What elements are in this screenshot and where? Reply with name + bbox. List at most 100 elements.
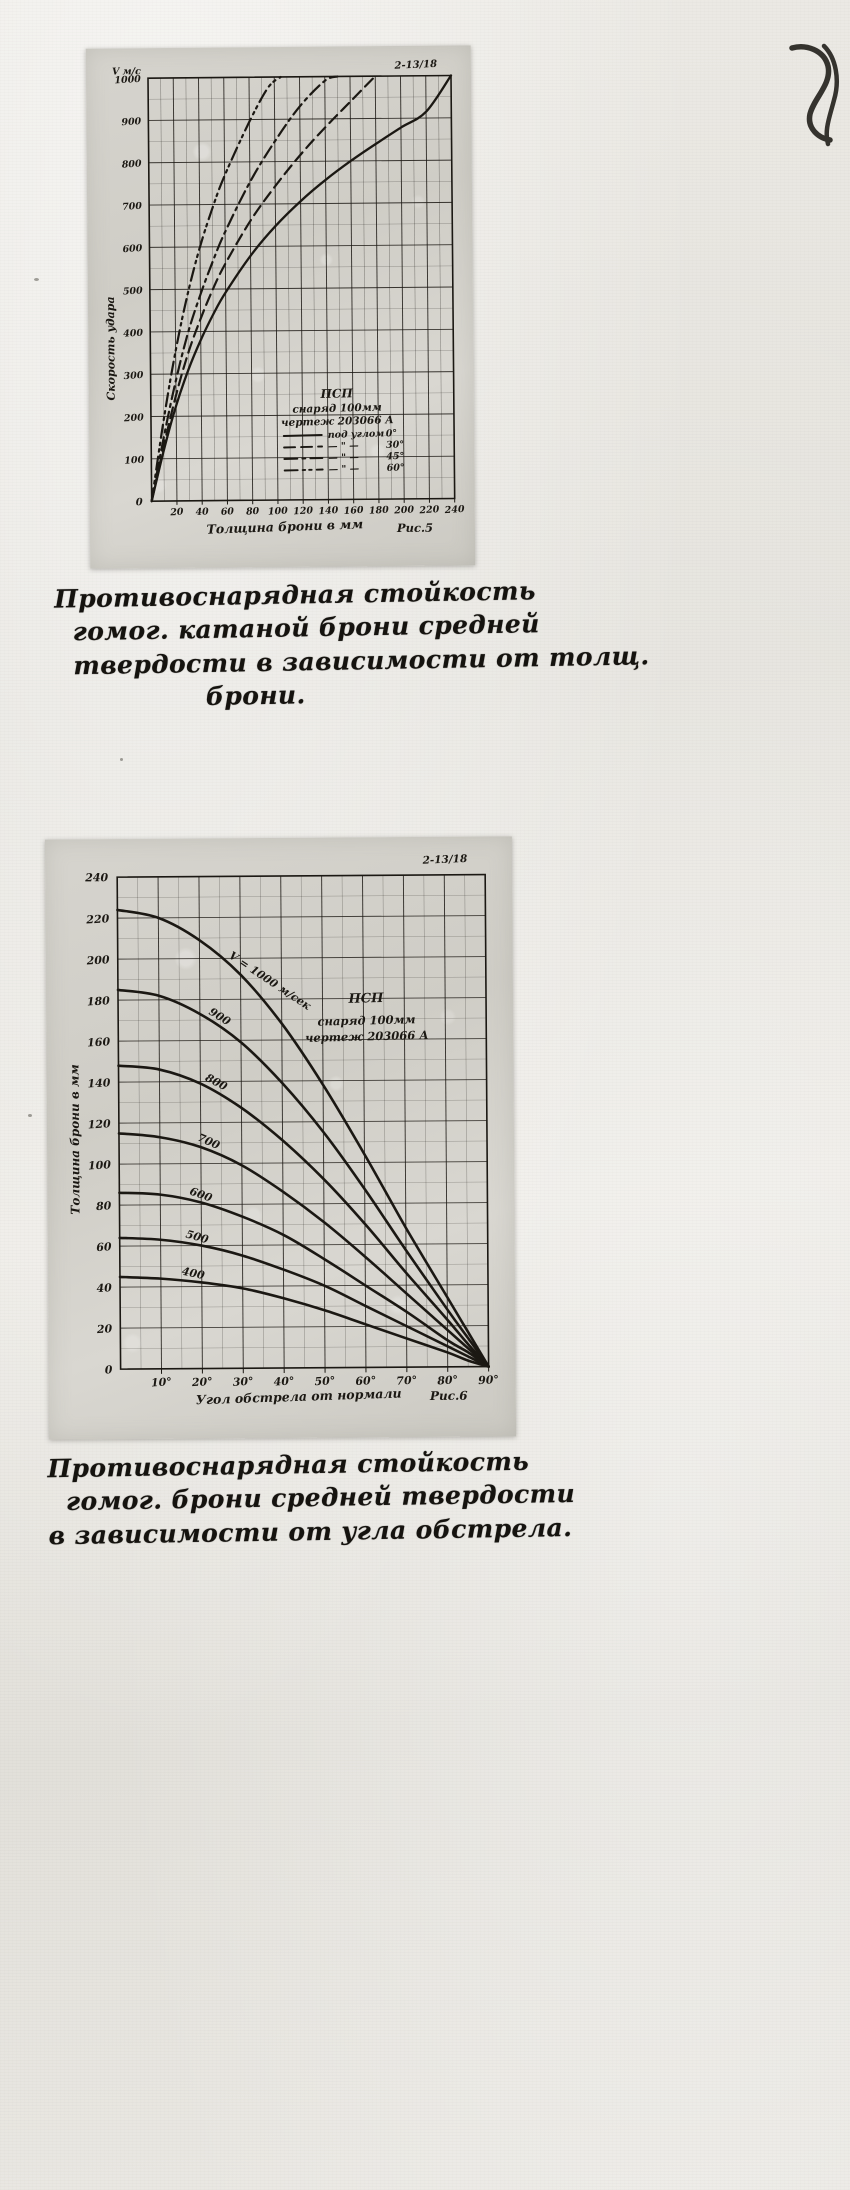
figure1-x-tick-label: 160 [343,505,364,517]
figure1-x-tick-label: 0 [136,497,143,508]
grid-line-horizontal [119,1181,488,1185]
legend-entry-text: под углом [328,428,385,440]
figure1-y-tick-label: 500 [123,285,144,297]
figure1-curve [150,75,282,503]
grid-line-horizontal [119,1140,488,1144]
figure1-curve [150,74,453,503]
figure2-x-tick-label: 50° [314,1374,336,1388]
legend-entry-angle: 60° [387,462,405,473]
figure1-x-tick-label: 200 [393,504,415,516]
figure2-y-tick-label: 20 [95,1322,112,1336]
grid-line-horizontal [120,1284,489,1288]
figure2-x-tick-label: 90° [478,1373,500,1387]
grid-line-horizontal [149,286,453,291]
figure1-y-tick-label: 700 [122,201,143,213]
figure2-y-tick-label: 40 [96,1281,112,1295]
stray-mark [34,278,39,281]
grid-line-horizontal [149,223,453,227]
grid-line-horizontal [150,307,454,312]
figure1-y-tick-label: 900 [121,116,142,128]
legend-drawing-number: чертеж 203066 А [305,1028,429,1045]
figure1-curve [150,75,377,503]
grid-line-horizontal [117,915,486,919]
figure2-card: 2-13/18 240 0 20 40 60 80 100 120 140 160 180 200 220… [44,836,517,1440]
legend-line-swatch [282,434,323,437]
grid-line-horizontal [117,935,486,939]
figure2-archive-code: 2-13/18 [421,853,468,867]
figure2-y-axis-title: Толщина брони в мм [67,1064,82,1214]
figure2-fig-label: Рис.6 [429,1389,468,1403]
legend-title: ПСП [347,991,384,1007]
stray-mark [120,758,123,761]
grid-line-horizontal [151,477,455,481]
figure2-caption: Противоснарядная стойкость гомог. брони … [47,1444,589,1552]
grid-line-horizontal [118,1120,487,1124]
grid-line-horizontal [118,1079,487,1083]
figure1-card: 2-13/18 V м/с 100 200 300 400 500 600 700 800 900 1… [85,45,476,569]
figure2-x-tick-label: 70° [396,1374,418,1388]
figure2-x-tick-label: 30° [232,1375,254,1389]
legend-projectile: снаряд 100мм [317,1012,415,1028]
figure2-x-axis-title: Угол обстрела от нормали [196,1385,402,1407]
legend-entry-angle: 45° [386,451,404,462]
grid-line-horizontal [148,117,452,121]
figure2-x-tick-label: 20° [191,1375,214,1389]
grid-line-horizontal [117,894,486,898]
figure1-x-tick-label: 180 [369,505,390,517]
figure2-y-tick-label: 60 [96,1240,112,1254]
figure2-curve [116,988,490,1368]
figure2-y-tick-label: 180 [87,994,111,1008]
grid-line-horizontal [148,180,452,185]
figure2-y-tick-label: 140 [87,1076,111,1090]
grid-line-horizontal [150,413,454,418]
figure1-y-tick-label: 400 [123,328,144,340]
figure2-y-tick-label: 0 [104,1363,113,1376]
figure2-y-tick-label: 160 [87,1035,111,1049]
grid-line-horizontal [150,350,454,354]
grid-line-horizontal [150,328,454,333]
legend-line-swatch [283,457,324,460]
grid-line-horizontal [119,1222,488,1226]
figure1-y-tick-label: 200 [123,412,145,424]
figure2-curve-label: 400 [181,1265,206,1282]
margin-scribble [789,43,839,147]
grid-line-horizontal [117,976,486,980]
figure2-y-tick-label: 240 [84,871,108,884]
figure1-fig-label: Рис.5 [396,521,433,535]
figure1-y-tick-label: 300 [123,370,144,382]
figure2-x-tick-label: 10° [151,1375,173,1389]
grid-line-horizontal [117,956,486,960]
figure1-x-tick-label: 220 [418,504,440,516]
figure1-plot: 2-13/18V м/с1002003004005006007008009001… [104,59,465,537]
grid-line-horizontal [118,1058,487,1062]
figure2-plot: 2-13/18 240 0 20 40 60 80 100 120 140 160 180 200 220… [67,853,500,1407]
figure1-x-tick-label: 240 [443,504,465,516]
legend-line-swatch [283,468,324,472]
figure1-archive-code: 2-13/18 [393,59,437,72]
legend-entry-angle: 30° [386,439,404,450]
figure1-x-tick-label: 120 [293,505,314,517]
grid-line-horizontal [149,265,453,269]
grid-line-horizontal [119,1243,488,1247]
grid-line-horizontal [151,455,455,460]
grid-line-horizontal [148,96,452,100]
figure2-y-tick-label: 100 [88,1158,112,1172]
figure1-y-unit-label: V м/с [112,66,141,77]
figure2-x-tick-label: 60° [355,1374,377,1388]
figure1-x-axis-title: Толщина брони в мм [206,516,363,536]
figure2-curve [117,1064,490,1368]
figure1-x-tick-label: 60 [220,506,234,518]
plot-frame [116,873,490,1370]
figure1-x-tick-label: 40 [195,506,209,518]
figure2-curve [118,1236,490,1368]
figure1-y-axis-title: Скорость удара [104,296,118,400]
figure2-y-tick-label: 80 [96,1199,112,1213]
figure2-curve-label: 500 [184,1228,210,1247]
figure1-y-tick-label: 600 [122,243,143,255]
figure1-x-tick-label: 80 [246,506,260,518]
figure2-x-tick-label: 40° [273,1374,295,1388]
grid-line-horizontal [150,371,454,375]
legend-title: ПСП [319,386,353,401]
figure1-y-tick-label: 100 [124,454,145,466]
